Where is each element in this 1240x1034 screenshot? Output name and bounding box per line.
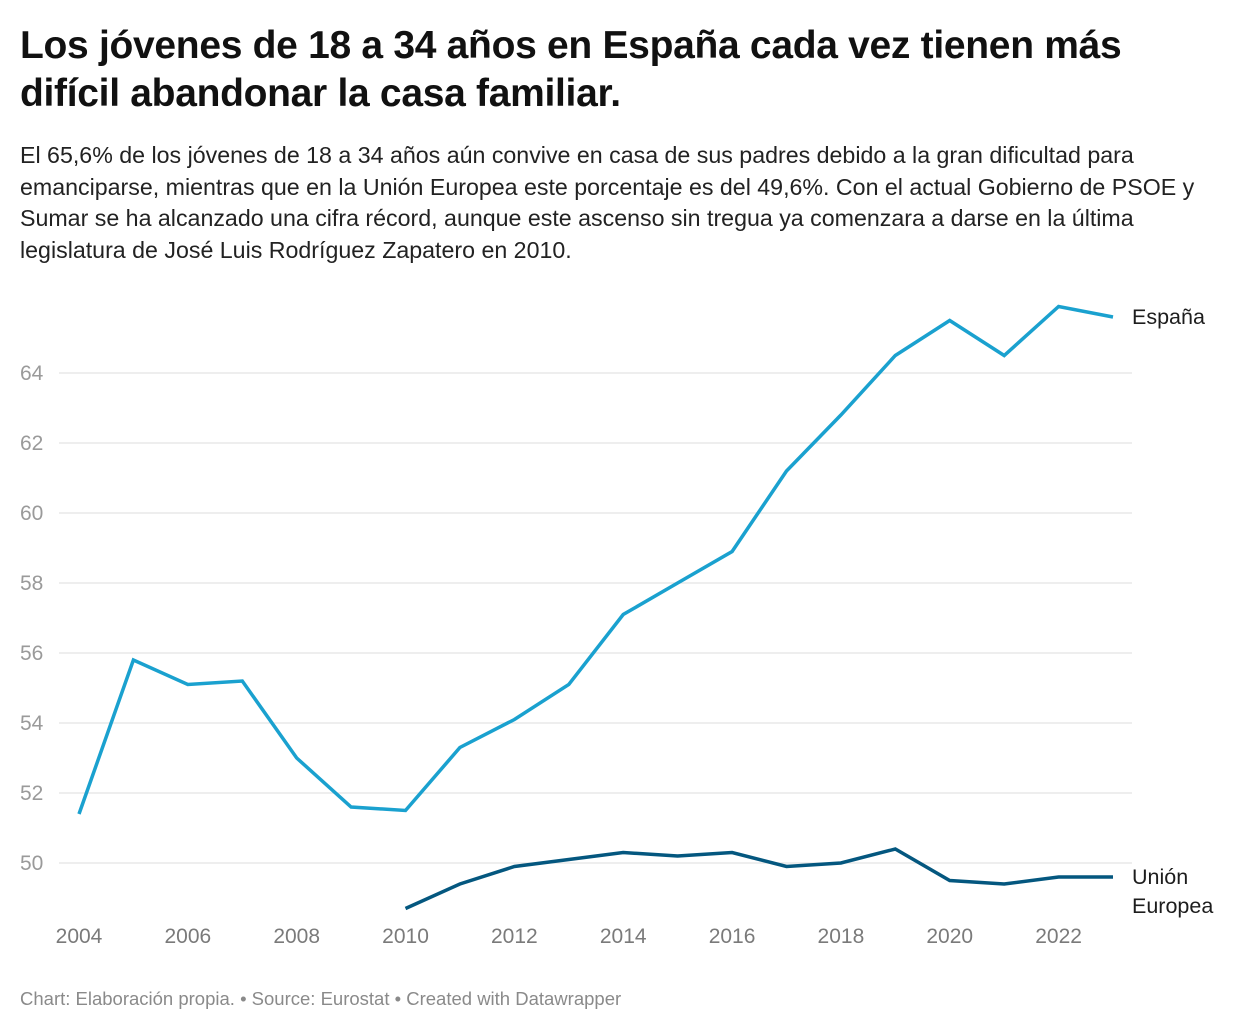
series-labels: España Unión Europea — [1132, 305, 1213, 918]
series-label: Unión — [1132, 865, 1188, 889]
series-label: España — [1132, 305, 1205, 329]
y-tick-label: 60 — [20, 502, 43, 525]
y-tick-label: 52 — [20, 782, 43, 805]
chart-footer: Chart: Elaboración propia. • Source: Eur… — [20, 988, 622, 1009]
x-tick-label: 2012 — [491, 925, 538, 948]
series-label: Europea — [1132, 894, 1213, 918]
y-tick-label: 62 — [20, 432, 43, 455]
x-tick-label: 2020 — [926, 925, 973, 948]
x-axis: 2004 2006 2008 2010 2012 2014 2016 2018 2020 2022 — [56, 925, 1082, 948]
x-tick-label: 2016 — [709, 925, 756, 948]
chart-description: El 65,6% de los jóvenes de 18 a 34 años … — [20, 142, 1195, 263]
x-tick-label: 2008 — [273, 925, 320, 948]
series-lines — [77, 304, 1114, 911]
grid-lines — [59, 372, 1132, 864]
x-tick-label: 2018 — [818, 925, 865, 948]
y-tick-label: 50 — [20, 852, 43, 875]
x-tick-label: 2022 — [1035, 925, 1082, 948]
x-tick-label: 2006 — [164, 925, 211, 948]
x-tick-label: 2004 — [56, 925, 103, 948]
y-tick-label: 64 — [20, 362, 44, 385]
y-tick-label: 58 — [20, 572, 43, 595]
chart-title: Los jóvenes de 18 a 34 años en España ca… — [20, 24, 1122, 115]
x-tick-label: 2010 — [382, 925, 429, 948]
series-line-espana — [77, 304, 1114, 815]
series-line-union-europea — [404, 847, 1113, 911]
y-tick-label: 54 — [20, 712, 44, 735]
y-axis: 50 52 54 56 58 60 62 64 — [20, 362, 44, 875]
x-tick-label: 2014 — [600, 925, 647, 948]
y-tick-label: 56 — [20, 642, 43, 665]
